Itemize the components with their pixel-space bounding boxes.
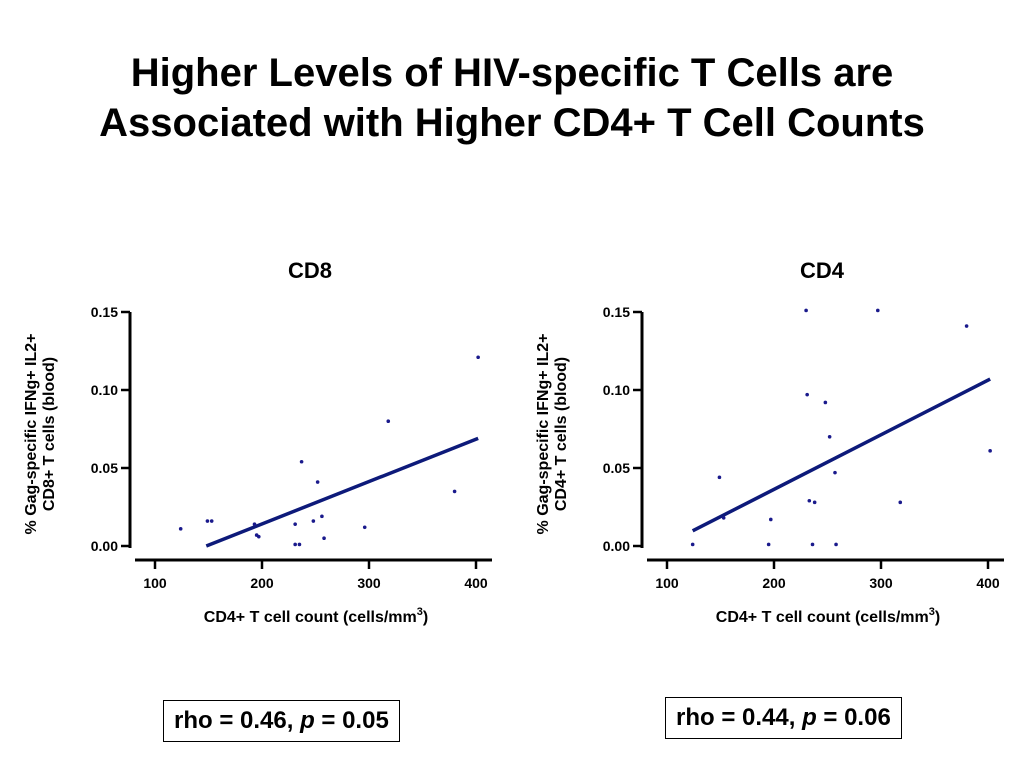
cd8-x-tick-label: 200 <box>250 575 274 591</box>
cd4-data-point <box>807 498 812 503</box>
cd8-data-point <box>205 519 210 523</box>
cd8-data-point <box>315 480 320 484</box>
cd4-data-point <box>833 470 837 475</box>
slide-title-line-2: Associated with Higher CD4+ T Cell Count… <box>99 101 925 145</box>
cd4-data-point <box>717 475 722 480</box>
cd8-data-point <box>252 522 257 526</box>
cd4-data-point <box>766 542 771 547</box>
cd8-y-tick-label: 0.00 <box>91 538 118 554</box>
cd8-correlation-box: rho = 0.46, p = 0.05 <box>163 700 400 742</box>
cd8-p-symbol: p <box>300 707 315 734</box>
cd4-rho-text: rho = 0.44, <box>676 704 803 731</box>
cd4-data-point <box>834 542 838 547</box>
cd4-x-tick-label: 100 <box>655 575 679 591</box>
cd8-data-point <box>293 522 297 526</box>
cd8-data-point <box>386 419 391 423</box>
cd4-x-axis-label: CD4+ T cell count (cells/mm3) <box>716 606 940 626</box>
cd8-data-point <box>322 536 326 540</box>
cd8-data-point <box>452 489 457 494</box>
cd8-x-tick-label: 300 <box>357 575 381 591</box>
cd4-data-point <box>823 400 828 405</box>
cd4-data-point <box>875 308 880 313</box>
cd8-x-axis-label: CD4+ T cell count (cells/mm3) <box>204 606 428 626</box>
cd8-data-point <box>362 525 367 530</box>
cd4-data-point <box>810 542 815 547</box>
cd4-data-point <box>898 500 903 505</box>
cd8-p-value: = 0.05 <box>314 707 389 734</box>
cd4-y-tick-label: 0.05 <box>603 460 630 476</box>
cd8-data-point <box>293 542 297 547</box>
cd4-x-tick-label: 200 <box>762 575 786 591</box>
cd8-data-point <box>209 519 214 523</box>
cd8-regression-line <box>205 436 479 548</box>
cd4-data-point <box>964 324 969 328</box>
cd4-correlation-box: rho = 0.44, p = 0.06 <box>665 697 902 739</box>
cd8-data-point <box>320 514 324 519</box>
cd8-data-point <box>299 459 304 464</box>
cd4-x-tick-label: 400 <box>976 575 1000 591</box>
cd8-data-point <box>178 527 183 531</box>
cd8-x-tick-label: 100 <box>143 575 167 591</box>
cd4-data-point <box>805 392 809 397</box>
cd4-y-tick-label: 0.15 <box>603 304 630 320</box>
cd8-data-point <box>476 355 480 360</box>
cd4-data-point <box>988 449 992 453</box>
cd8-y-tick-label: 0.05 <box>91 460 118 476</box>
cd8-x-tick-label: 400 <box>464 575 488 591</box>
cd4-data-point <box>812 500 817 505</box>
cd4-data-point <box>804 308 808 313</box>
cd4-p-value: = 0.06 <box>816 704 891 731</box>
cd8-data-point <box>311 519 316 523</box>
cd4-data-point <box>827 435 832 439</box>
cd8-data-point <box>297 542 302 547</box>
cd4-scatter-chart: CD4 0.00 0.05 0.10 0.15 100 200 300 400 CD4+ T ce… <box>535 258 1004 626</box>
cd4-y-axis-label: % Gag-specific IFNg+ IL2+CD4+ T cells (b… <box>535 334 570 535</box>
slide-title: Higher Levels of HIV-specific T Cells ar… <box>0 48 1024 148</box>
cd4-data-point <box>690 542 695 547</box>
cd8-rho-text: rho = 0.46, <box>174 707 301 734</box>
cd8-y-tick-label: 0.10 <box>91 382 118 398</box>
cd4-data-point <box>721 516 726 520</box>
cd4-y-tick-label: 0.00 <box>603 538 630 554</box>
cd4-chart-title: CD4 <box>800 258 845 283</box>
slide-title-line-1: Higher Levels of HIV-specific T Cells ar… <box>130 51 894 95</box>
cd8-scatter-chart: CD8 0.00 0.05 0.10 0.15 100 200 300 400 CD4+ T ce… <box>23 258 492 626</box>
cd4-p-symbol: p <box>802 704 817 731</box>
cd8-y-axis-label: % Gag-specific IFNg+ IL2+CD8+ T cells (b… <box>23 334 58 535</box>
cd8-y-tick-label: 0.15 <box>91 304 118 320</box>
cd4-data-point <box>768 517 773 522</box>
cd8-chart-title: CD8 <box>288 258 332 283</box>
cd4-regression-line <box>691 377 991 533</box>
cd8-data-point <box>256 534 261 539</box>
cd4-x-tick-label: 300 <box>869 575 893 591</box>
cd4-y-tick-label: 0.10 <box>603 382 630 398</box>
